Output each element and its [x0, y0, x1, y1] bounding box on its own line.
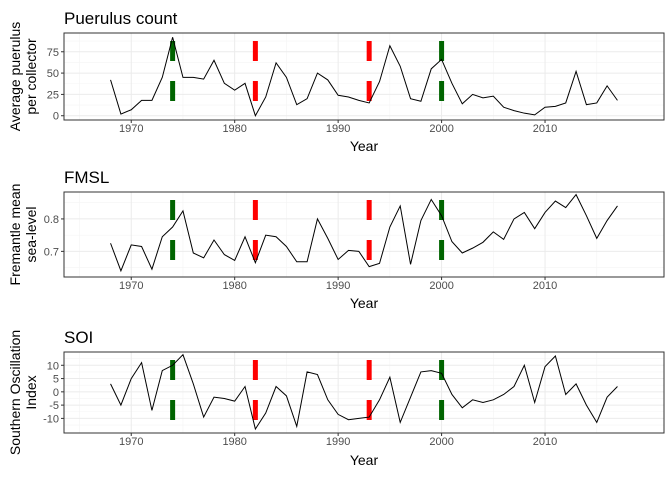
x-tick-label: 1970 [119, 436, 143, 448]
y-tick-label: 10 [47, 360, 59, 372]
y-tick-label: 5 [53, 374, 59, 386]
x-tick-label: 2000 [429, 280, 453, 292]
y-axis-title-line-2: sea-level [23, 206, 39, 262]
chart-title: FMSL [64, 168, 109, 187]
y-axis-title-line-1: Average puerulus [7, 22, 23, 131]
y-tick-label: 0 [53, 111, 59, 123]
y-axis-title-line-2: per collector [23, 38, 39, 115]
chart-panel-2: 1970 1980 1990 2000 2010 0.7 0.8 FMSL Year Freman… [7, 168, 665, 311]
x-tick-label: 1980 [222, 436, 246, 448]
y-tick-label: 0 [53, 387, 59, 399]
x-tick-label: 2000 [429, 123, 453, 135]
x-tick-label: 2010 [533, 436, 557, 448]
chart-title: SOI [64, 328, 93, 347]
x-axis-title: Year [350, 138, 379, 154]
x-tick-label: 1970 [119, 280, 143, 292]
y-tick-label: 25 [47, 89, 59, 101]
y-tick-label: 0.8 [44, 214, 59, 226]
y-axis-title-line-1: Southern Oscillation [7, 330, 23, 455]
y-tick-label: 75 [47, 47, 59, 59]
y-tick-label: -10 [43, 413, 59, 425]
series-line-1 [110, 353, 618, 431]
panel-border [63, 191, 665, 278]
x-tick-label: 1990 [326, 280, 350, 292]
event-markers [170, 192, 445, 277]
x-tick-label: 1980 [222, 123, 246, 135]
x-tick-label: 1970 [119, 123, 143, 135]
event-markers [170, 352, 445, 433]
x-tick-label: 2000 [429, 436, 453, 448]
x-tick-label: 1990 [326, 123, 350, 135]
y-axis-title-line-1: Fremantle mean [7, 184, 23, 286]
x-tick-label: 2010 [533, 123, 557, 135]
panel-border [63, 32, 665, 121]
x-axis-title: Year [350, 452, 379, 468]
y-tick-label: -5 [49, 400, 59, 412]
x-tick-label: 2010 [533, 280, 557, 292]
y-tick-label: 50 [47, 68, 59, 80]
series-line-1 [110, 37, 618, 117]
x-tick-label: 1980 [222, 280, 246, 292]
panel-border [63, 351, 665, 434]
series-line-1 [110, 193, 618, 273]
x-axis-title: Year [350, 295, 379, 311]
chart-panel-1: 1970 1980 1990 2000 2010 0 25 50 75 Puerulus coun… [7, 9, 665, 154]
chart-title: Puerulus count [64, 9, 178, 28]
y-axis-title-line-2: Index [23, 375, 39, 409]
x-tick-label: 1990 [326, 436, 350, 448]
event-markers [170, 33, 445, 120]
y-tick-label: 0.7 [44, 246, 59, 258]
chart-panel-3: 1970 1980 1990 2000 2010 -10-505 10 SOI Year Sout… [7, 328, 665, 468]
